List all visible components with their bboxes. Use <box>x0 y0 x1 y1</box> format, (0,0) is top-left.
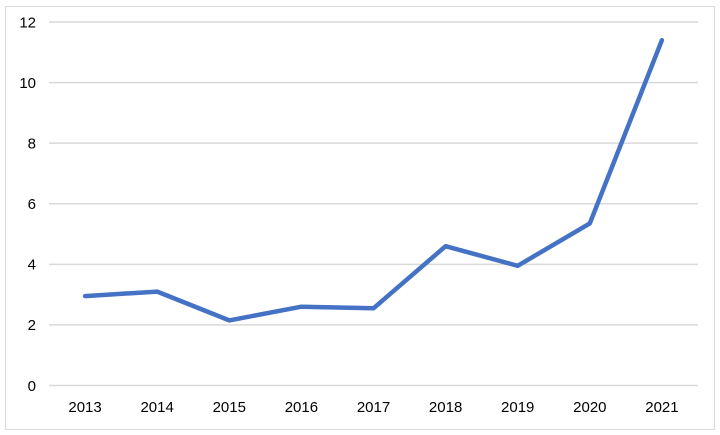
x-axis-tick-label: 2016 <box>285 399 318 416</box>
y-axis-tick-label: 4 <box>28 257 36 274</box>
y-axis-tick-label: 8 <box>28 135 36 152</box>
x-axis-tick-label: 2017 <box>357 399 390 416</box>
x-axis-tick-label: 2021 <box>645 399 678 416</box>
x-axis-tick-label: 2020 <box>573 399 606 416</box>
x-axis-tick-label: 2019 <box>501 399 534 416</box>
x-axis-tick-label: 2018 <box>429 399 462 416</box>
y-axis-tick-label: 12 <box>19 14 36 31</box>
y-axis-tick-label: 0 <box>28 378 36 395</box>
x-axis-tick-label: 2013 <box>68 399 101 416</box>
x-axis-tick-label: 2014 <box>140 399 173 416</box>
data-series-line <box>82 37 665 323</box>
y-axis-tick-label: 6 <box>28 196 36 213</box>
y-axis-tick-label: 10 <box>19 75 36 92</box>
y-axis-tick-label: 2 <box>28 317 36 334</box>
x-axis-tick-label: 2015 <box>213 399 246 416</box>
